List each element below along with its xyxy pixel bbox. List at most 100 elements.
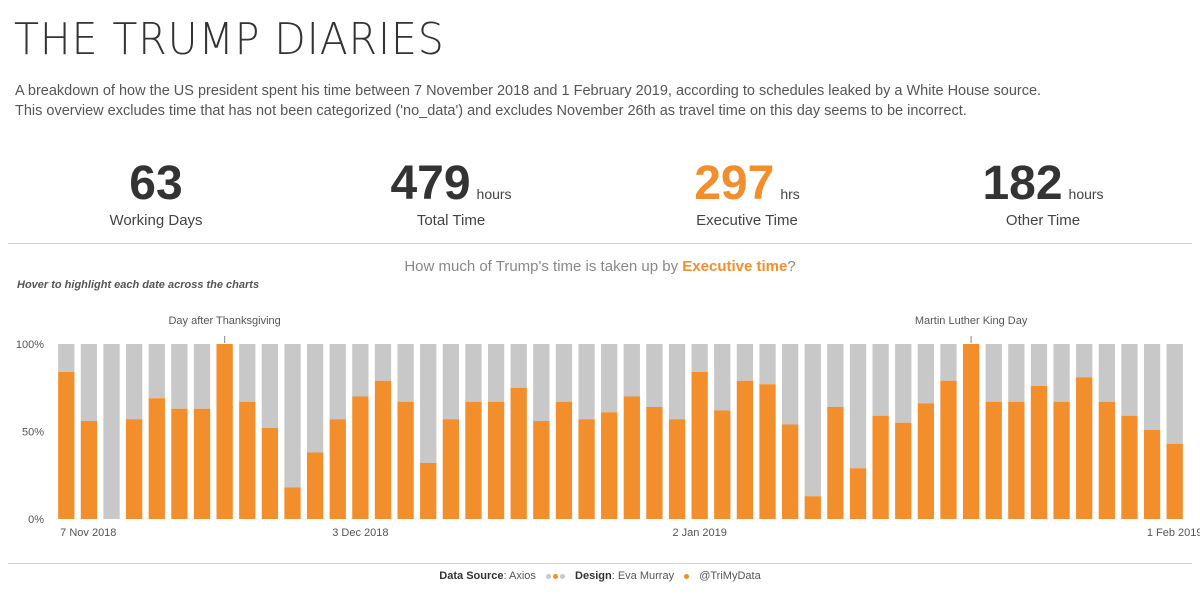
- bar-other-time[interactable]: [239, 344, 256, 402]
- bar-executive-time[interactable]: [1121, 415, 1138, 519]
- bar-executive-time[interactable]: [714, 410, 731, 520]
- bar-executive-time[interactable]: [148, 398, 165, 519]
- bar-other-time[interactable]: [487, 344, 505, 402]
- bar-other-time[interactable]: [804, 344, 821, 497]
- kpi-other-time: 182 hours Other Time: [893, 152, 1193, 230]
- bar-executive-time[interactable]: [759, 384, 776, 519]
- bar-executive-time[interactable]: [193, 408, 211, 519]
- bar-executive-time[interactable]: [849, 468, 867, 519]
- bar-other-time[interactable]: [646, 344, 663, 407]
- bar-executive-time[interactable]: [239, 401, 256, 519]
- bar-executive-time[interactable]: [58, 372, 75, 519]
- bar-other-time[interactable]: [623, 344, 640, 397]
- bar-other-time[interactable]: [193, 344, 211, 409]
- bar-other-time[interactable]: [1008, 344, 1025, 402]
- bar-other-time[interactable]: [126, 344, 143, 420]
- bar-other-time[interactable]: [58, 344, 75, 372]
- bar-executive-time[interactable]: [284, 487, 301, 520]
- bar-other-time[interactable]: [1166, 344, 1183, 444]
- bar-other-time[interactable]: [555, 344, 573, 402]
- bar-other-time[interactable]: [148, 344, 165, 399]
- bar-executive-time[interactable]: [465, 401, 482, 519]
- bar-other-time[interactable]: [1098, 344, 1115, 402]
- bar-other-time[interactable]: [872, 344, 889, 416]
- bar-executive-time[interactable]: [623, 396, 640, 520]
- bar-executive-time[interactable]: [1143, 429, 1161, 519]
- bar-executive-time[interactable]: [487, 401, 505, 519]
- bar-executive-time[interactable]: [352, 396, 369, 520]
- bar-other-time[interactable]: [284, 344, 301, 488]
- bar-other-time[interactable]: [714, 344, 731, 411]
- executive-time-bar-chart[interactable]: 100% 50% 0% 7 Nov 2018 3 Dec 2018 2 Jan 2019 1…: [0, 300, 1200, 550]
- bar-other-time[interactable]: [329, 344, 346, 420]
- bar-executive-time[interactable]: [533, 421, 550, 519]
- bar-other-time[interactable]: [1121, 344, 1138, 416]
- bar-other-time[interactable]: [1030, 344, 1048, 386]
- bar-other-time[interactable]: [1143, 344, 1161, 430]
- bar-other-time[interactable]: [261, 344, 279, 428]
- bar-other-time[interactable]: [736, 344, 754, 381]
- bar-other-time[interactable]: [171, 344, 188, 409]
- bar-executive-time[interactable]: [782, 424, 799, 520]
- bar-executive-time[interactable]: [940, 380, 957, 519]
- bar-executive-time[interactable]: [985, 401, 1002, 519]
- bar-executive-time[interactable]: [329, 419, 346, 519]
- bar-other-time[interactable]: [306, 344, 324, 453]
- bar-executive-time[interactable]: [804, 496, 821, 519]
- bar-executive-time[interactable]: [1053, 401, 1070, 519]
- bar-executive-time[interactable]: [827, 407, 844, 519]
- bar-other-time[interactable]: [759, 344, 776, 385]
- bar-executive-time[interactable]: [80, 421, 98, 519]
- bar-executive-time[interactable]: [736, 380, 754, 519]
- bar-executive-time[interactable]: [261, 428, 279, 519]
- bar-other-time[interactable]: [397, 344, 414, 402]
- bar-other-time[interactable]: [103, 344, 120, 519]
- bar-other-time[interactable]: [691, 344, 708, 372]
- bar-executive-time[interactable]: [442, 419, 459, 519]
- bar-executive-time[interactable]: [374, 380, 392, 519]
- bar-other-time[interactable]: [578, 344, 595, 420]
- bar-executive-time[interactable]: [397, 401, 414, 519]
- bar-other-time[interactable]: [374, 344, 392, 381]
- bar-other-time[interactable]: [985, 344, 1002, 402]
- bar-executive-time[interactable]: [1166, 443, 1183, 519]
- bar-executive-time[interactable]: [1076, 377, 1093, 519]
- bar-other-time[interactable]: [80, 344, 98, 421]
- bar-other-time[interactable]: [420, 344, 437, 463]
- bar-other-time[interactable]: [442, 344, 459, 420]
- bar-executive-time[interactable]: [555, 401, 573, 519]
- bar-executive-time[interactable]: [510, 387, 527, 519]
- bar-other-time[interactable]: [668, 344, 686, 420]
- bar-executive-time[interactable]: [1098, 401, 1115, 519]
- bar-executive-time[interactable]: [126, 419, 143, 519]
- bar-other-time[interactable]: [1053, 344, 1070, 402]
- bar-executive-time[interactable]: [601, 412, 618, 519]
- bar-other-time[interactable]: [510, 344, 527, 388]
- bar-executive-time[interactable]: [1008, 401, 1025, 519]
- bar-executive-time[interactable]: [578, 419, 595, 519]
- bar-executive-time[interactable]: [171, 408, 188, 519]
- bar-executive-time[interactable]: [216, 344, 233, 519]
- bar-executive-time[interactable]: [420, 463, 437, 519]
- x-tick-label: 3 Dec 2018: [332, 527, 388, 539]
- bar-other-time[interactable]: [465, 344, 482, 402]
- bar-executive-time[interactable]: [917, 403, 935, 520]
- bar-executive-time[interactable]: [646, 407, 663, 519]
- bar-other-time[interactable]: [895, 344, 912, 423]
- bar-executive-time[interactable]: [668, 419, 686, 519]
- bar-other-time[interactable]: [352, 344, 369, 397]
- bar-executive-time[interactable]: [962, 344, 980, 519]
- bar-other-time[interactable]: [849, 344, 867, 469]
- bar-executive-time[interactable]: [872, 415, 889, 519]
- bar-other-time[interactable]: [601, 344, 618, 413]
- bar-other-time[interactable]: [782, 344, 799, 425]
- bar-other-time[interactable]: [917, 344, 935, 404]
- bar-other-time[interactable]: [533, 344, 550, 421]
- bar-executive-time[interactable]: [691, 372, 708, 519]
- bar-executive-time[interactable]: [895, 422, 912, 519]
- bar-executive-time[interactable]: [1030, 386, 1048, 519]
- bar-other-time[interactable]: [1076, 344, 1093, 378]
- bar-other-time[interactable]: [940, 344, 957, 381]
- bar-executive-time[interactable]: [306, 452, 324, 520]
- bar-other-time[interactable]: [827, 344, 844, 407]
